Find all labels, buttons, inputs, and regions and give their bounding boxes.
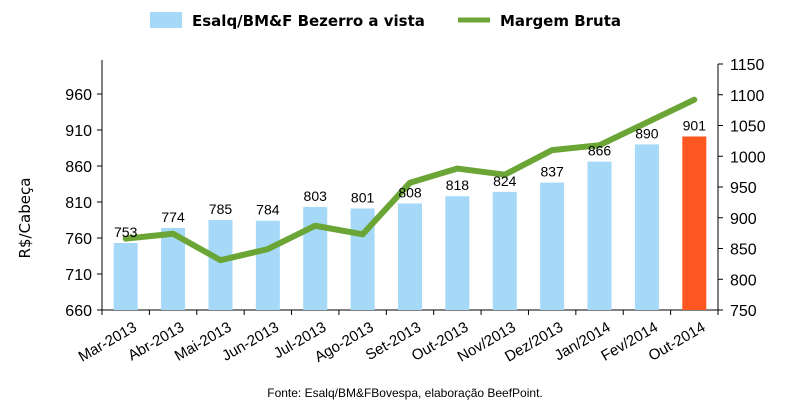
margin-line-path — [122, 96, 698, 264]
bar-value-label: 753 — [114, 224, 138, 240]
y-tick-right: 1150 — [730, 57, 765, 74]
bars — [113, 136, 707, 310]
y-tick-left: 810 — [65, 195, 92, 212]
legend-swatch-bezerro — [150, 12, 182, 28]
y-tick-right: 1050 — [730, 119, 766, 136]
y-tick-right: 1000 — [730, 149, 766, 166]
y-tick-right: 750 — [730, 303, 757, 320]
bar-value-label: 808 — [398, 184, 422, 200]
bar — [540, 182, 565, 310]
bar — [682, 136, 707, 310]
margin-line — [122, 96, 698, 264]
data-labels: 753 774 785 784 803 801 808 818 824 837 866 890 901 — [114, 117, 706, 240]
y-axis-label: R$/Cabeça — [16, 178, 34, 259]
bar — [587, 161, 612, 310]
bar-value-label: 837 — [540, 164, 564, 180]
source-note: Fonte: Esalq/BM&FBovespa, elaboração Bee… — [267, 386, 543, 400]
y-tick-left: 910 — [65, 123, 92, 140]
bar-value-label: 785 — [209, 201, 233, 217]
bar-value-label: 803 — [304, 188, 328, 204]
bar-value-label: 818 — [446, 177, 470, 193]
y-tick-right: 950 — [730, 180, 757, 197]
y-tick-left: 710 — [65, 267, 92, 284]
bar — [303, 207, 328, 310]
y-tick-left: 760 — [65, 231, 92, 248]
bar-value-label: 901 — [683, 117, 707, 133]
y-tick-left: 660 — [65, 303, 92, 320]
bar — [445, 196, 470, 310]
y-tick-right: 800 — [730, 272, 757, 289]
bar-value-label: 801 — [351, 189, 375, 205]
legend: Esalq/BM&F Bezerro a vista Margem Bruta — [150, 12, 621, 30]
bar-value-label: 784 — [256, 202, 280, 218]
bar-value-label: 890 — [635, 125, 659, 141]
bar-value-label: 866 — [588, 143, 612, 159]
y-tick-left: 860 — [65, 159, 92, 176]
bar — [255, 220, 280, 310]
bar — [398, 203, 422, 310]
bar-value-label: 774 — [161, 209, 185, 225]
bar — [113, 243, 138, 310]
legend-label-bezerro: Esalq/BM&F Bezerro a vista — [192, 12, 425, 30]
bar-value-label: 824 — [493, 173, 517, 189]
y-tick-left: 960 — [65, 87, 92, 104]
y-tick-right: 900 — [730, 211, 757, 228]
bar — [208, 220, 233, 310]
bar — [492, 191, 517, 310]
legend-label-margem: Margem Bruta — [500, 12, 621, 30]
y-tick-right: 850 — [730, 242, 757, 259]
y-tick-right: 1100 — [730, 88, 765, 105]
bar — [634, 144, 659, 310]
